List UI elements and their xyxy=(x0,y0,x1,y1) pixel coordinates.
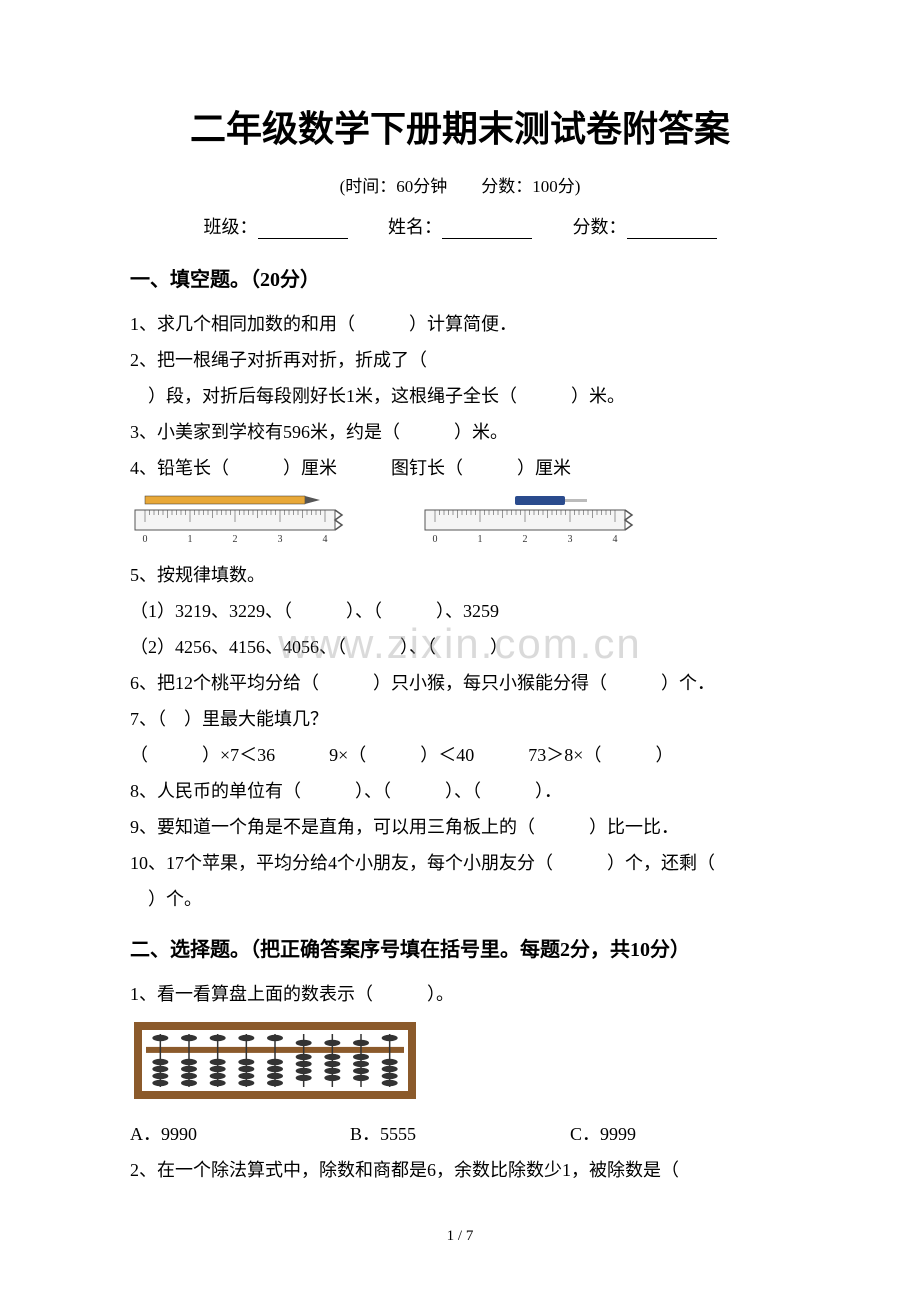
class-blank xyxy=(258,220,348,239)
q2-1: 1、看一看算盘上面的数表示（ ）。 xyxy=(130,976,790,1012)
q1-8: 8、人民币的单位有（ ）、（ ）、（ ）． xyxy=(130,773,790,809)
ruler-images-row: 0 1 2 3 4 0 1 2 3 4 xyxy=(130,492,790,547)
q1-6: 6、把12个桃平均分给（ ）只小猴，每只小猴能分得（ ）个． xyxy=(130,665,790,701)
q1-10b: ）个。 xyxy=(130,881,790,917)
q2-1-choices: A．9990 B．5555 C．9999 xyxy=(130,1116,790,1152)
q1-7: 7、（ ）里最大能填几？ xyxy=(130,701,790,737)
abacus-image xyxy=(130,1018,420,1103)
svg-text:0: 0 xyxy=(433,534,438,545)
q1-2b: ）段，对折后每段刚好长1米，这根绳子全长（ ）米。 xyxy=(130,378,790,414)
svg-text:1: 1 xyxy=(478,534,483,545)
document-subtitle: (时间：60分钟 分数：100分) xyxy=(130,172,790,197)
name-label: 姓名： xyxy=(388,217,442,237)
q1-9: 9、要知道一个角是不是直角，可以用三角板上的（ ）比一比． xyxy=(130,809,790,845)
class-label: 班级： xyxy=(204,217,258,237)
svg-text:1: 1 xyxy=(188,534,193,545)
section-1-header: 一、填空题。（20分） xyxy=(130,263,790,292)
choice-c: C．9999 xyxy=(570,1116,790,1152)
score-blank xyxy=(627,220,717,239)
svg-text:2: 2 xyxy=(233,534,238,545)
svg-text:0: 0 xyxy=(143,534,148,545)
svg-text:4: 4 xyxy=(323,534,328,545)
student-info-line: 班级： 姓名： 分数： xyxy=(130,213,790,239)
section-2-header: 二、选择题。（把正确答案序号填在括号里。每题2分，共10分） xyxy=(130,933,790,962)
choice-a: A．9990 xyxy=(130,1116,350,1152)
q1-5-1: （1）3219、3229、（ ）、（ ）、3259 xyxy=(130,593,790,629)
q1-3: 3、小美家到学校有596米，约是（ ）米。 xyxy=(130,414,790,450)
choice-b: B．5555 xyxy=(350,1116,570,1152)
svg-text:3: 3 xyxy=(278,534,283,545)
page-number: 1 / 7 xyxy=(130,1228,790,1245)
q1-1: 1、求几个相同加数的和用（ ）计算简便． xyxy=(130,306,790,342)
q1-5: 5、按规律填数。 xyxy=(130,557,790,593)
q1-4: 4、铅笔长（ ）厘米 图钉长（ ）厘米 xyxy=(130,450,790,486)
pencil-ruler-image: 0 1 2 3 4 xyxy=(130,492,360,547)
q1-10a: 10、17个苹果，平均分给4个小朋友，每个小朋友分（ ）个，还剩（ xyxy=(130,845,790,881)
svg-text:3: 3 xyxy=(568,534,573,545)
q1-7-opts: （ ）×7＜36 9×（ ）＜40 73＞8×（ ） xyxy=(130,737,790,773)
svg-text:2: 2 xyxy=(523,534,528,545)
score-label: 分数： xyxy=(573,217,627,237)
document-title: 二年级数学下册期末测试卷附答案 xyxy=(130,100,790,152)
q2-2: 2、在一个除法算式中，除数和商都是6，余数比除数少1，被除数是（ xyxy=(130,1152,790,1188)
svg-text:4: 4 xyxy=(613,534,618,545)
q1-2a: 2、把一根绳子对折再对折，折成了（ xyxy=(130,342,790,378)
tack-ruler-image: 0 1 2 3 4 xyxy=(420,492,650,547)
page-container: www.zixin.com.cn 二年级数学下册期末测试卷附答案 (时间：60分… xyxy=(0,0,920,1285)
q1-5-2: （2）4256、4156、4056、（ ）、（ ） xyxy=(130,629,790,665)
name-blank xyxy=(442,220,532,239)
